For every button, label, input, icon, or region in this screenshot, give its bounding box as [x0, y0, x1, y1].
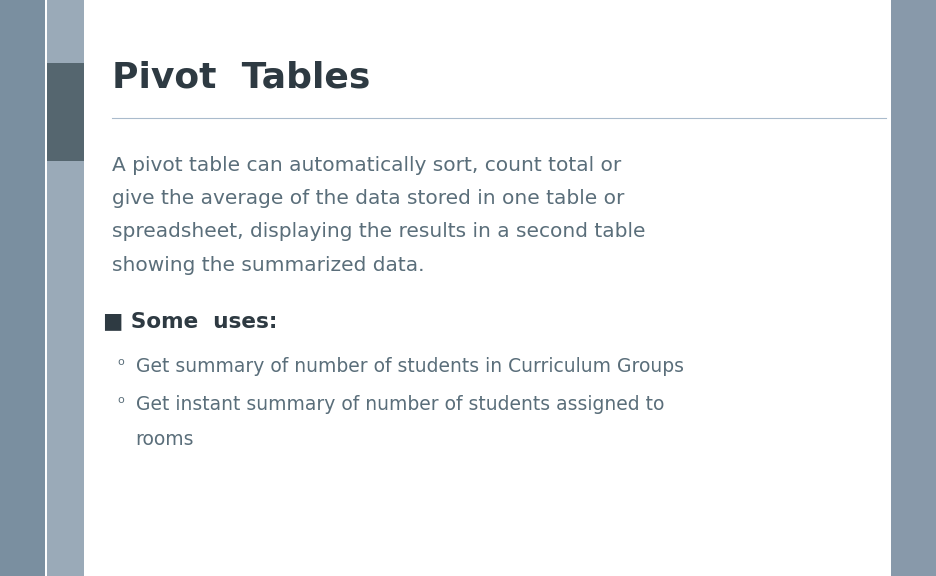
- Text: ■ Some  uses:: ■ Some uses:: [103, 311, 277, 331]
- Text: Get summary of number of students in Curriculum Groups: Get summary of number of students in Cur…: [136, 357, 683, 376]
- Text: rooms: rooms: [136, 430, 195, 449]
- Text: Get instant summary of number of students assigned to: Get instant summary of number of student…: [136, 395, 665, 414]
- Text: give the average of the data stored in one table or: give the average of the data stored in o…: [112, 189, 624, 208]
- Text: spreadsheet, displaying the results in a second table: spreadsheet, displaying the results in a…: [112, 222, 646, 241]
- Text: showing the summarized data.: showing the summarized data.: [112, 256, 425, 275]
- Text: A pivot table can automatically sort, count total or: A pivot table can automatically sort, co…: [112, 156, 622, 175]
- Text: o: o: [117, 357, 124, 367]
- Text: o: o: [117, 395, 124, 404]
- Text: Pivot  Tables: Pivot Tables: [112, 60, 371, 94]
